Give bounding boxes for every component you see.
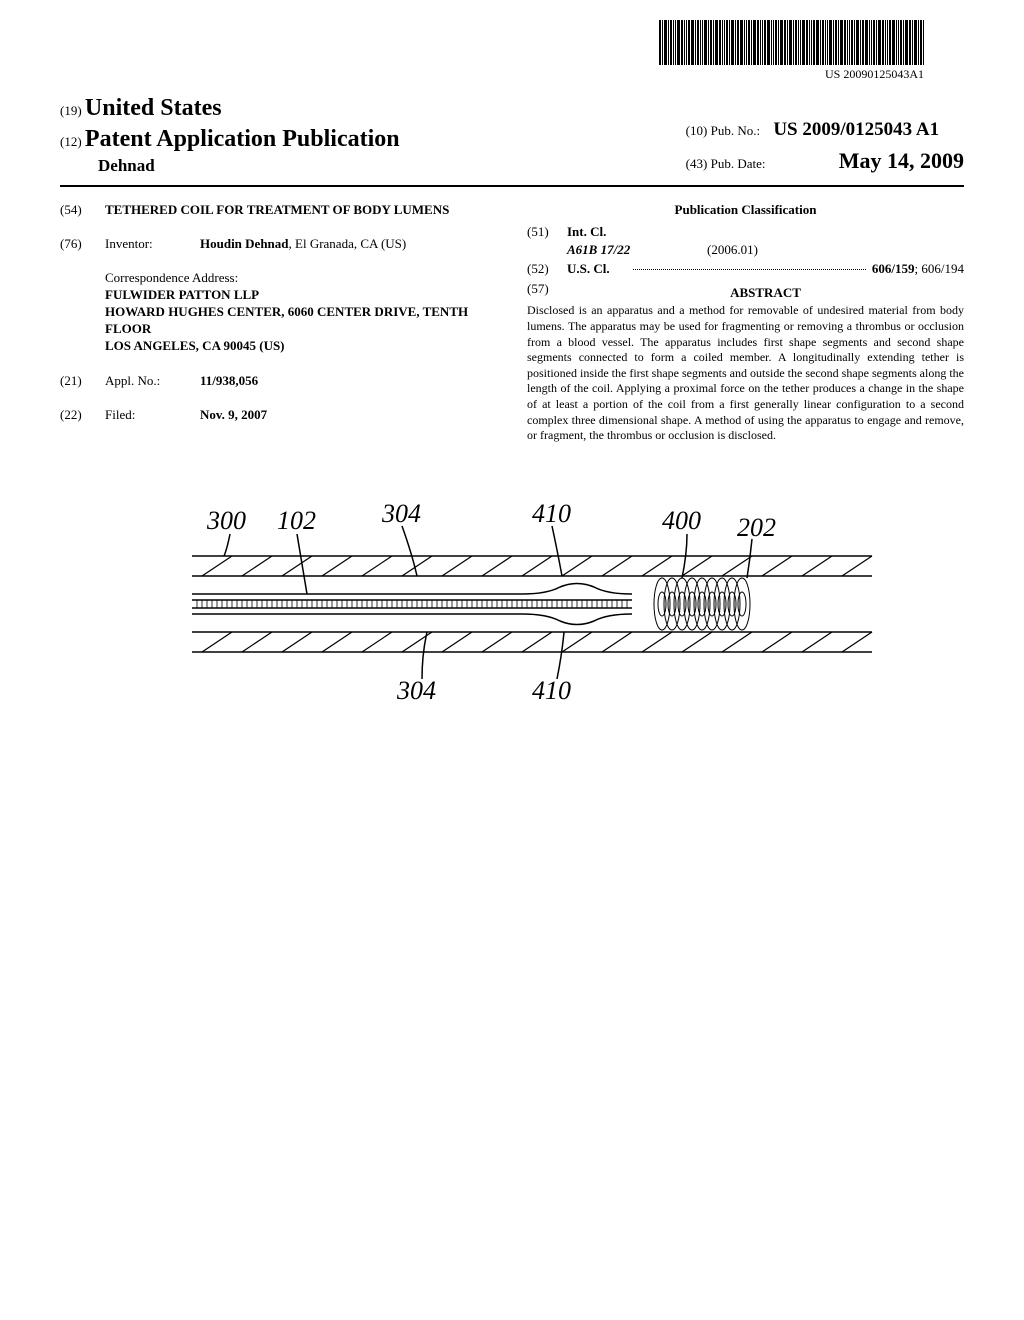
filed-date: Nov. 9, 2007: [200, 407, 497, 423]
corr-line3: LOS ANGELES, CA 90045 (US): [105, 338, 497, 355]
barcode-lines: [659, 20, 924, 65]
author-name: Dehnad: [98, 155, 400, 177]
intcl-year: (2006.01): [707, 242, 758, 258]
fig-label-410-top: 410: [532, 499, 571, 528]
barcode: US 20090125043A1: [659, 20, 924, 82]
patent-figure: 300 102 304 410 400 202 304 410: [132, 494, 892, 714]
content-section: (54) TETHERED COIL FOR TREATMENT OF BODY…: [60, 202, 964, 443]
intcl-value: A61B 17/22: [567, 242, 707, 258]
classification-header: Publication Classification: [527, 202, 964, 218]
fig-label-400: 400: [662, 506, 701, 535]
fig-label-410-bottom: 410: [532, 676, 571, 705]
intcl-label: Int. Cl.: [567, 224, 627, 240]
abstract-code: (57): [527, 281, 567, 303]
abstract-label: ABSTRACT: [567, 285, 964, 301]
fig-label-102: 102: [277, 506, 316, 535]
corr-label: Correspondence Address:: [105, 270, 497, 287]
right-column: Publication Classification (51) Int. Cl.…: [527, 202, 964, 443]
pub-type: Patent Application Publication: [85, 126, 400, 152]
pub-no-label: Pub. No.:: [711, 123, 760, 138]
figure-section: 300 102 304 410 400 202 304 410: [60, 494, 964, 719]
inventor-code: (76): [60, 236, 105, 252]
uscl-label: U.S. Cl.: [567, 261, 627, 277]
barcode-section: US 20090125043A1: [60, 20, 964, 83]
fig-label-300: 300: [206, 506, 246, 535]
left-column: (54) TETHERED COIL FOR TREATMENT OF BODY…: [60, 202, 497, 443]
correspondence-address: Correspondence Address: FULWIDER PATTON …: [105, 270, 497, 354]
pub-no-code: (10): [686, 123, 708, 138]
pub-no: US 2009/0125043 A1: [773, 119, 939, 140]
uscl-value-rest: ; 606/194: [915, 261, 964, 276]
appl-code: (21): [60, 373, 105, 389]
fig-label-304-bottom: 304: [396, 676, 436, 705]
country-name: United States: [85, 95, 222, 121]
uscl-value-bold: 606/159: [872, 261, 915, 276]
fig-label-304-top: 304: [381, 499, 421, 528]
country-code: (19): [60, 103, 82, 118]
intcl-code: (51): [527, 224, 567, 240]
uscl-code: (52): [527, 261, 567, 277]
pub-date: May 14, 2009: [839, 148, 964, 173]
inventor-loc: , El Granada, CA (US): [289, 236, 407, 251]
filed-label: Filed:: [105, 407, 200, 423]
fig-label-202: 202: [737, 513, 776, 542]
corr-line2: HOWARD HUGHES CENTER, 6060 CENTER DRIVE,…: [105, 304, 497, 338]
pub-date-code: (43): [686, 156, 708, 171]
pub-type-code: (12): [60, 134, 82, 149]
invention-title: TETHERED COIL FOR TREATMENT OF BODY LUME…: [105, 202, 497, 218]
title-code: (54): [60, 202, 105, 218]
header-left: (19) United States (12) Patent Applicati…: [60, 93, 400, 177]
appl-no: 11/938,056: [200, 373, 497, 389]
inventor-name: Houdin Dehnad: [200, 236, 289, 251]
appl-label: Appl. No.:: [105, 373, 200, 389]
pub-date-label: Pub. Date:: [711, 156, 766, 171]
uscl-dots: [633, 269, 866, 270]
abstract-text: Disclosed is an apparatus and a method f…: [527, 303, 964, 443]
filed-code: (22): [60, 407, 105, 423]
barcode-text: US 20090125043A1: [659, 67, 924, 82]
header-right: (10) Pub. No.: US 2009/0125043 A1 (43) P…: [686, 116, 964, 178]
corr-line1: FULWIDER PATTON LLP: [105, 287, 497, 304]
header-section: (19) United States (12) Patent Applicati…: [60, 93, 964, 187]
inventor-label: Inventor:: [105, 236, 200, 252]
